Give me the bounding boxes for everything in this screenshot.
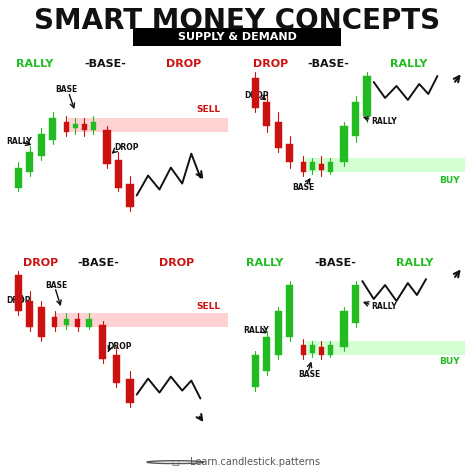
- Text: DROP: DROP: [6, 297, 30, 305]
- Bar: [310, 345, 315, 353]
- Bar: [91, 122, 96, 130]
- Bar: [73, 124, 78, 128]
- Text: DROP: DROP: [114, 143, 138, 152]
- Text: Learn.candlestick.patterns: Learn.candlestick.patterns: [190, 457, 319, 467]
- Bar: [86, 319, 91, 327]
- Bar: [252, 78, 259, 108]
- Bar: [103, 130, 111, 164]
- Bar: [340, 311, 348, 347]
- Bar: [37, 134, 45, 155]
- Bar: [328, 345, 333, 355]
- Bar: [15, 168, 22, 188]
- Text: DROP: DROP: [244, 91, 268, 100]
- Text: BASE: BASE: [46, 281, 68, 290]
- Bar: [126, 183, 134, 208]
- Bar: [82, 124, 87, 130]
- Text: BUY: BUY: [439, 175, 460, 184]
- Bar: [15, 275, 22, 311]
- Text: RALLY: RALLY: [396, 258, 434, 268]
- Bar: [305, 341, 465, 355]
- Text: BASE: BASE: [292, 183, 314, 192]
- Bar: [126, 379, 134, 402]
- Bar: [64, 319, 69, 325]
- Bar: [274, 311, 282, 355]
- Text: □: □: [172, 458, 179, 466]
- Text: DROP: DROP: [166, 59, 201, 69]
- Bar: [49, 118, 56, 140]
- Bar: [26, 152, 33, 172]
- Bar: [55, 313, 228, 327]
- Text: SMART MONEY CONCEPTS: SMART MONEY CONCEPTS: [34, 7, 440, 35]
- Text: RALLY: RALLY: [390, 59, 427, 69]
- Text: RALLY: RALLY: [6, 137, 32, 146]
- Bar: [286, 285, 293, 337]
- Bar: [301, 162, 306, 172]
- Bar: [263, 102, 270, 126]
- Text: -BASE-: -BASE-: [315, 258, 356, 268]
- Bar: [328, 162, 333, 172]
- Text: RALLY: RALLY: [372, 118, 397, 126]
- Bar: [26, 301, 33, 327]
- Bar: [352, 285, 359, 323]
- Text: -BASE-: -BASE-: [78, 258, 119, 268]
- Bar: [68, 118, 228, 132]
- Bar: [52, 317, 57, 327]
- Text: SUPPLY & DEMAND: SUPPLY & DEMAND: [178, 32, 296, 43]
- Bar: [113, 355, 120, 383]
- Text: SELL: SELL: [197, 302, 221, 311]
- Bar: [301, 345, 306, 355]
- Text: DROP: DROP: [253, 59, 288, 69]
- Text: BUY: BUY: [439, 357, 460, 366]
- Text: RALLY: RALLY: [16, 59, 54, 69]
- Text: DROP: DROP: [23, 258, 58, 268]
- Text: -BASE-: -BASE-: [84, 59, 126, 69]
- Text: BASE: BASE: [55, 85, 77, 94]
- Bar: [274, 122, 282, 148]
- Bar: [319, 347, 324, 355]
- Bar: [319, 164, 324, 170]
- Text: DROP: DROP: [159, 258, 195, 268]
- Text: RALLY: RALLY: [246, 258, 283, 268]
- Bar: [133, 28, 341, 46]
- Text: RALLY: RALLY: [243, 327, 269, 335]
- Bar: [37, 307, 45, 337]
- Bar: [363, 76, 371, 116]
- Bar: [263, 337, 270, 371]
- Bar: [115, 160, 122, 188]
- Text: -BASE-: -BASE-: [308, 59, 350, 69]
- Text: SELL: SELL: [197, 105, 221, 114]
- Bar: [305, 158, 465, 172]
- Bar: [310, 162, 315, 170]
- Bar: [75, 319, 80, 327]
- Text: BASE: BASE: [299, 370, 321, 379]
- Bar: [286, 144, 293, 162]
- Bar: [64, 122, 69, 132]
- Text: DROP: DROP: [107, 342, 132, 351]
- Text: RALLY: RALLY: [372, 302, 397, 311]
- Bar: [352, 102, 359, 136]
- Bar: [252, 355, 259, 387]
- Bar: [99, 325, 106, 359]
- Bar: [340, 126, 348, 162]
